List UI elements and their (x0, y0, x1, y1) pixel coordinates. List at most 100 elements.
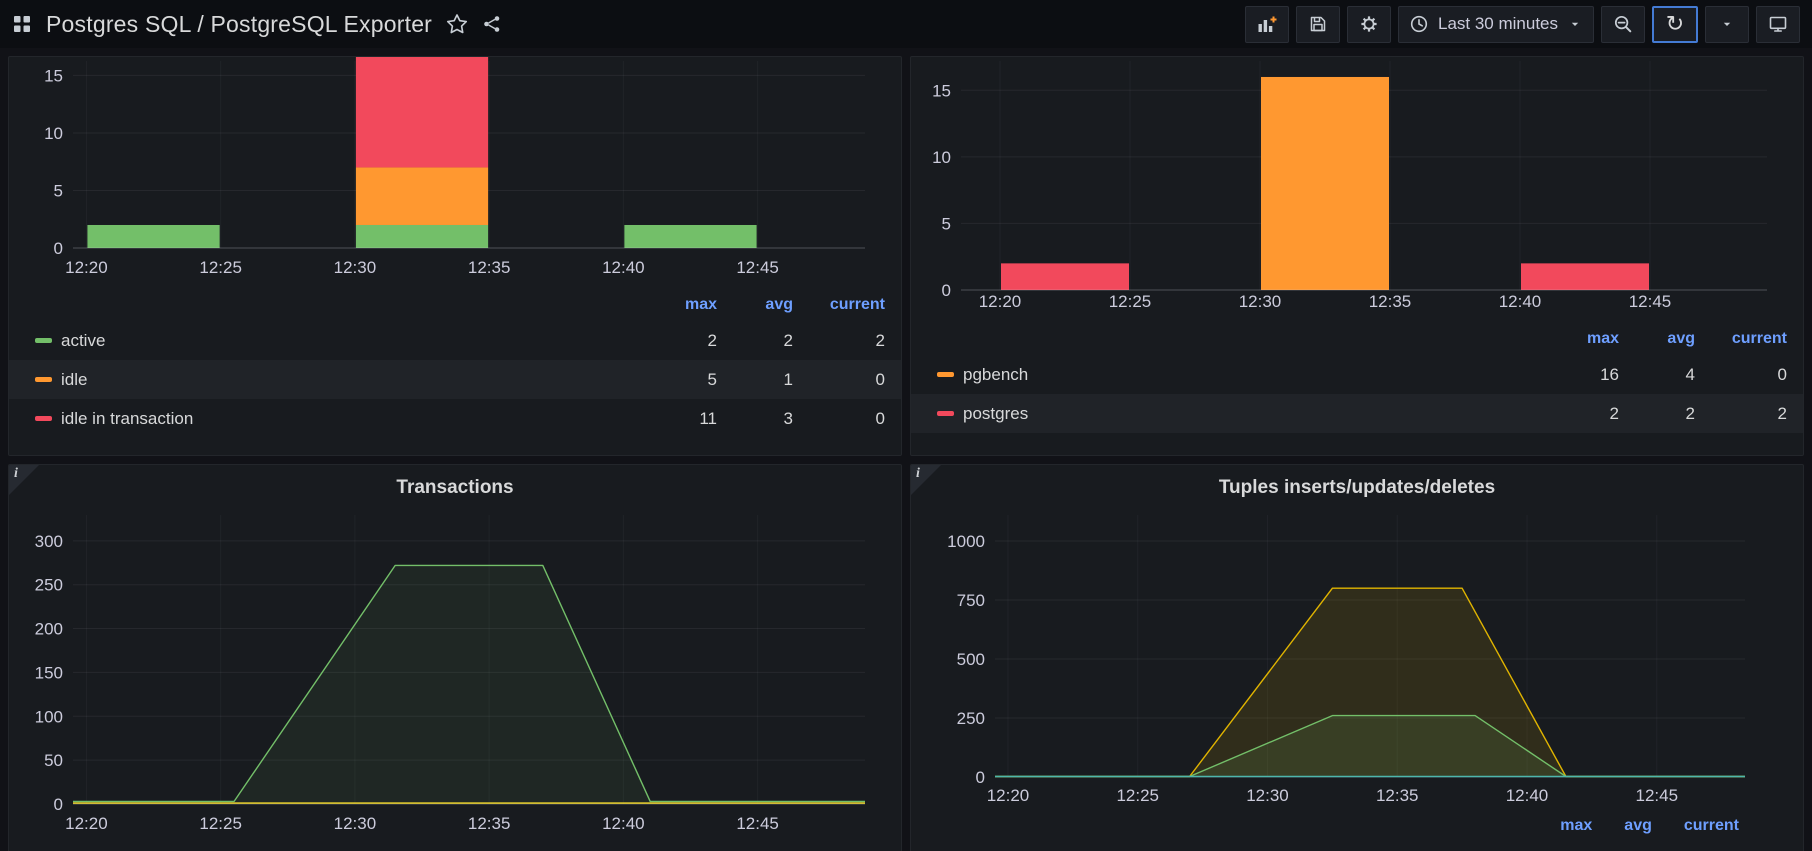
legend-series-toggle[interactable]: pgbench (937, 365, 1543, 385)
panel-title[interactable]: Transactions (396, 477, 514, 498)
x-tick-label: 12:25 (199, 258, 242, 277)
legend-current-value: 2 (1777, 403, 1787, 423)
add-panel-button[interactable] (1244, 5, 1289, 43)
star-icon[interactable] (446, 13, 468, 35)
legend-series-toggle[interactable]: idle (35, 370, 641, 390)
legend-sort-max[interactable]: max (1560, 817, 1593, 834)
series-label: idle in transaction (61, 408, 194, 428)
top-navbar: Postgres SQL / PostgreSQL Exporter (0, 0, 1812, 48)
panel-info-corner-icon[interactable]: i (911, 465, 941, 495)
panel-tuples: i Tuples inserts/updates/deletes 12:20 12… (910, 464, 1804, 851)
y-tick-label: 200 (35, 620, 63, 639)
y-tick-label: 10 (932, 148, 951, 167)
x-tick-label: 12:45 (1635, 786, 1678, 805)
bar-segment-idle (355, 167, 489, 225)
series-fill-green-series (995, 715, 1745, 777)
legend-row: active 2 2 2 (9, 321, 901, 360)
cycle-view-mode-button[interactable] (1756, 5, 1800, 43)
y-tick-label: 50 (44, 751, 63, 770)
series-color-swatch (35, 377, 52, 382)
series-fill-green-series (73, 565, 865, 804)
refresh-dashboard-button[interactable]: ↻ (1652, 5, 1698, 43)
y-tick-label: 500 (957, 650, 985, 669)
legend-series-toggle[interactable]: active (35, 331, 641, 351)
series-label: pgbench (963, 364, 1029, 384)
legend-header: max avg current (9, 289, 901, 321)
bar-segment-active (355, 224, 489, 248)
series-label: idle (61, 369, 88, 389)
y-tick-label: 0 (976, 768, 985, 787)
legend-max-value: 16 (1600, 364, 1619, 384)
transactions-chart[interactable]: 12:20 12:25 12:30 12:35 12:40 12:45 0 50 100 150 2… (9, 511, 901, 843)
series-color-swatch (937, 411, 954, 416)
bar-segment-active (87, 224, 220, 248)
y-tick-label: 15 (932, 81, 951, 100)
y-tick-label: 100 (35, 707, 63, 726)
x-tick-label: 12:25 (1116, 786, 1159, 805)
x-tick-label: 12:35 (468, 814, 511, 833)
x-tick-label: 12:20 (979, 292, 1022, 311)
legend-avg-value: 2 (783, 330, 793, 350)
apps-grid-icon[interactable] (12, 14, 32, 34)
refresh-interval-dropdown[interactable] (1705, 5, 1749, 43)
x-tick-label: 12:35 (468, 258, 511, 277)
legend-sort-current[interactable]: current (1683, 817, 1739, 834)
panel-title[interactable]: Tuples inserts/updates/deletes (1218, 477, 1496, 498)
legend-sort-avg[interactable]: avg (1667, 330, 1695, 347)
legend-sort-current[interactable]: current (1731, 330, 1787, 347)
chevron-down-icon (1567, 16, 1583, 32)
legend: max avg current pgbench 16 4 0 (911, 323, 1803, 433)
y-tick-label: 0 (54, 795, 63, 814)
legend-row: idle in transaction 11 3 0 (9, 399, 901, 438)
legend-max-value: 2 (707, 330, 717, 350)
dashboard-settings-button[interactable] (1346, 5, 1391, 43)
panel-databases: 12:20 12:25 12:30 12:35 12:40 12:45 0 5 10 15 max… (910, 56, 1804, 456)
bar-segment-active (624, 224, 757, 248)
legend-sort-avg[interactable]: avg (1624, 817, 1652, 834)
y-tick-label: 0 (54, 239, 63, 258)
x-tick-label: 12:30 (1239, 292, 1282, 311)
y-tick-label: 15 (44, 66, 63, 85)
legend-series-toggle[interactable]: idle in transaction (35, 409, 641, 429)
legend-current-value: 0 (875, 408, 885, 428)
legend-current-value: 0 (1777, 364, 1787, 384)
series-color-swatch (35, 338, 52, 343)
panel-info-corner-icon[interactable]: i (9, 465, 39, 495)
y-tick-label: 300 (35, 532, 63, 551)
legend-sort-avg[interactable]: avg (765, 296, 793, 313)
dashboard-grid: 12:20 12:25 12:30 12:35 12:40 12:45 0 5 10 15 max… (0, 48, 1812, 851)
legend-avg-value: 2 (1685, 403, 1695, 423)
zoom-out-time-button[interactable] (1601, 5, 1645, 43)
y-tick-label: 5 (54, 181, 63, 200)
legend-sort-current[interactable]: current (829, 296, 885, 313)
panel-connection-states: 12:20 12:25 12:30 12:35 12:40 12:45 0 5 10 15 max… (8, 56, 902, 456)
bar-segment-idle-in-transaction (355, 57, 489, 168)
legend-sort-max[interactable]: max (1586, 330, 1619, 347)
legend-sort-max[interactable]: max (684, 296, 717, 313)
legend-row: postgres 2 2 2 (911, 394, 1803, 433)
navbar-right: Last 30 minutes ↻ (1244, 5, 1800, 43)
legend-series-toggle[interactable]: postgres (937, 404, 1543, 424)
dashboard-breadcrumb[interactable]: Postgres SQL / PostgreSQL Exporter (46, 10, 433, 37)
time-range-label: Last 30 minutes (1437, 14, 1558, 33)
legend-avg-value: 1 (783, 369, 793, 389)
x-tick-label: 12:45 (736, 258, 779, 277)
legend-max-value: 2 (1609, 403, 1619, 423)
connection-states-chart[interactable]: 12:20 12:25 12:30 12:35 12:40 12:45 0 5 10 15 (9, 57, 901, 281)
tuples-chart[interactable]: 12:20 12:25 12:30 12:35 12:40 12:45 0 250 500 750… (911, 511, 1803, 811)
x-tick-label: 12:40 (602, 258, 645, 277)
x-tick-label: 12:20 (987, 786, 1030, 805)
databases-chart[interactable]: 12:20 12:25 12:30 12:35 12:40 12:45 0 5 10 15 (911, 57, 1803, 315)
share-icon[interactable] (482, 14, 502, 34)
chevron-down-icon (1719, 16, 1735, 32)
y-tick-label: 150 (35, 663, 63, 682)
save-dashboard-button[interactable] (1295, 5, 1340, 43)
legend-row: pgbench 16 4 0 (911, 355, 1803, 394)
y-tick-label: 750 (957, 591, 985, 610)
bar-segment-postgres (1001, 263, 1129, 290)
legend-header: max avg current (911, 323, 1803, 355)
x-tick-label: 12:35 (1369, 292, 1412, 311)
panel-transactions: i Transactions 12:20 12:25 12:30 12:35 12:40… (8, 464, 902, 851)
time-range-picker[interactable]: Last 30 minutes (1397, 5, 1594, 43)
